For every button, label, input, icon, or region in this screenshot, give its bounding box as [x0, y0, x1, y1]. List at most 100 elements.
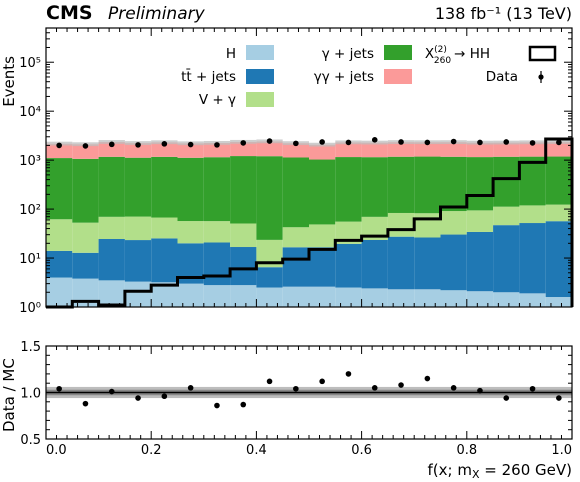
bar-1-bin-10: [309, 247, 336, 287]
bar-4-bin-11: [335, 142, 362, 158]
bar-2-bin-2: [98, 216, 125, 239]
bar-1-bin-11: [335, 243, 362, 288]
ratio-xtick-label: 1.0: [551, 443, 572, 458]
bar-0-bin-7: [230, 285, 257, 307]
bar-4-bin-12: [361, 142, 388, 158]
ratio-point-17: [503, 395, 510, 401]
data-point-9: [293, 140, 299, 147]
legend-label-data: Data: [486, 69, 518, 85]
bar-1-bin-3: [124, 240, 152, 282]
ratio-points: [56, 371, 562, 409]
legend-label-gj: γ + jets: [322, 46, 374, 62]
legend-swatch-h: [246, 45, 274, 60]
ratio-point-3: [135, 395, 141, 401]
bar-2-bin-19: [545, 204, 572, 222]
bar-1-bin-12: [361, 239, 388, 289]
ratio-ylabel: Data / MC: [0, 358, 18, 432]
data-point-2: [108, 141, 115, 148]
data-point-3: [135, 142, 141, 148]
bar-4-bin-10: [309, 144, 336, 160]
main-ytick-label: 10⁴: [19, 105, 41, 120]
ratio-point-6: [214, 402, 220, 409]
legend-marker-data: [538, 74, 544, 80]
ratio-ytick-label: 1.0: [20, 387, 41, 402]
bar-0-bin-15: [440, 290, 467, 307]
bar-0-bin-3: [124, 281, 152, 307]
bar-3-bin-10: [309, 159, 336, 225]
bar-4-bin-4: [151, 142, 178, 157]
bar-0-bin-17: [493, 292, 520, 307]
bar-4-bin-6: [203, 143, 231, 158]
bar-0-bin-14: [414, 289, 441, 307]
bar-2-bin-4: [151, 217, 178, 239]
ratio-point-16: [477, 387, 483, 394]
bar-3-bin-16: [466, 157, 494, 211]
bar-0-bin-11: [335, 287, 362, 307]
bar-3-bin-14: [414, 156, 441, 214]
bar-0-bin-5: [177, 283, 204, 307]
main-ytick-label: 10⁵: [19, 56, 41, 71]
main-ytick-label: 10¹: [19, 252, 41, 267]
bar-1-bin-2: [98, 238, 125, 281]
bar-3-bin-5: [177, 157, 204, 222]
signal-histogram: [46, 137, 574, 309]
bar-1-bin-4: [151, 238, 178, 283]
bar-3-bin-12: [361, 157, 388, 217]
bar-2-bin-14: [414, 213, 441, 238]
bar-1-bin-7: [230, 247, 257, 286]
ratio-point-12: [371, 385, 378, 391]
bar-1-bin-19: [545, 221, 572, 298]
bar-4-bin-7: [230, 141, 257, 157]
bar-2-bin-5: [177, 221, 204, 244]
legend-swatch-ggj: [384, 69, 412, 84]
ratio-point-18: [529, 385, 536, 392]
data-point-19: [556, 139, 562, 146]
bar-4-bin-16: [466, 142, 494, 158]
bar-0-bin-19: [545, 297, 572, 307]
bar-2-bin-10: [309, 224, 336, 248]
bar-4-bin-14: [414, 142, 441, 157]
ratio-point-8: [266, 378, 273, 385]
bar-1-bin-14: [414, 237, 441, 290]
bar-1-bin-13: [387, 236, 415, 290]
bar-2-bin-9: [282, 227, 309, 248]
bar-3-bin-1: [72, 158, 99, 223]
bar-1-bin-18: [519, 223, 546, 294]
data-point-17: [503, 139, 510, 145]
bar-3-bin-8: [256, 156, 283, 240]
data-point-8: [266, 138, 273, 144]
bar-2-bin-18: [519, 205, 546, 224]
bar-4-bin-8: [256, 141, 283, 157]
bar-4-bin-2: [98, 142, 125, 157]
data-point-15: [450, 138, 457, 145]
ratio-point-0: [56, 385, 62, 392]
data-point-5: [187, 141, 194, 148]
ratio-ytick-label: 0.5: [20, 433, 41, 448]
ratio-uncertainty: [46, 386, 572, 399]
data-point-13: [398, 139, 404, 145]
bar-2-bin-1: [72, 222, 99, 253]
bar-4-bin-13: [387, 142, 415, 157]
bar-0-bin-12: [361, 288, 388, 307]
ratio-point-10: [319, 378, 325, 385]
bar-0-bin-10: [309, 286, 336, 307]
data-point-10: [319, 139, 325, 145]
ratio-xtick-label: 0.6: [351, 443, 372, 458]
data-point-7: [240, 140, 247, 146]
bar-3-bin-17: [493, 156, 520, 207]
data-point-1: [82, 143, 89, 149]
bar-3-bin-18: [519, 156, 546, 206]
bar-1-bin-15: [440, 234, 467, 291]
data-point-12: [371, 137, 378, 143]
ratio-xlabel: f(x; mX = 260 GeV): [428, 461, 572, 481]
ratio-xtick-label: 0.8: [456, 443, 477, 458]
bar-1-bin-17: [493, 225, 520, 293]
signal-step-line: [46, 137, 574, 309]
bar-0-bin-9: [282, 286, 309, 307]
main-ylabel: Events: [0, 56, 18, 107]
stacked-bars: [46, 139, 572, 307]
legend-swatch-tt: [246, 69, 274, 84]
bar-4-bin-17: [493, 142, 520, 157]
bar-0-bin-6: [203, 285, 231, 307]
bar-4-bin-1: [72, 144, 99, 159]
